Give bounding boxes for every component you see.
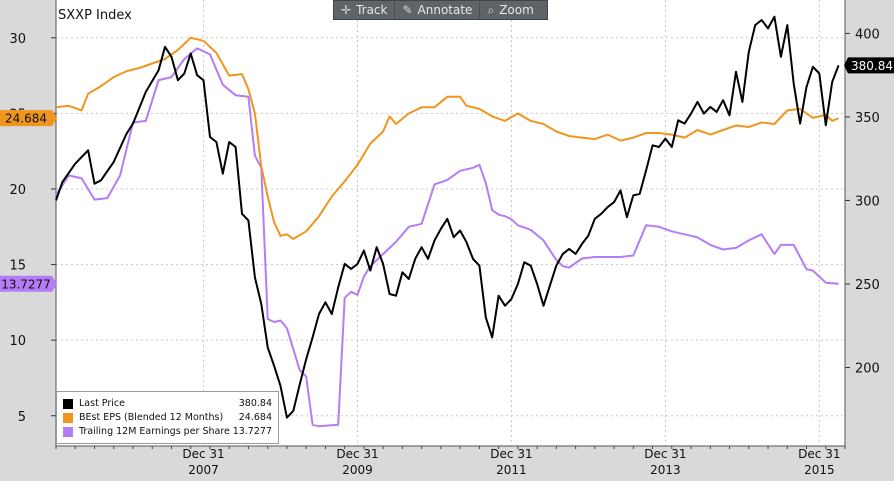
legend-value: 13.7277 <box>232 426 272 437</box>
annotate-label: Annotate <box>417 3 473 17</box>
left-axis-tick-label: 30 <box>9 32 26 47</box>
x-axis-year-label: 2007 <box>188 463 219 477</box>
zoom-label: Zoom <box>499 3 534 17</box>
magnifier-icon: ⌕ <box>487 2 495 17</box>
crosshair-icon: ✛ <box>341 3 352 17</box>
x-axis-tick-label: Dec 31 <box>490 447 532 461</box>
best-eps-line <box>55 36 839 240</box>
legend-value: 24.684 <box>238 412 272 423</box>
right-axis-tick-label: 300 <box>855 194 880 209</box>
right-axis-tick-label: 400 <box>855 27 880 42</box>
x-axis-tick-label: Dec 31 <box>644 447 686 461</box>
last-price-tag <box>844 57 894 74</box>
chart-legend: Last Price 380.84 BEst EPS (Blended 12 M… <box>56 391 279 444</box>
x-axis-year-label: 2013 <box>650 463 681 477</box>
legend-label: BEst EPS (Blended 12 Months) <box>79 412 224 423</box>
trailing-eps-tag-label: 13.7277 <box>1 277 51 291</box>
right-axis-tick-label: 200 <box>855 361 880 376</box>
track-button[interactable]: ✛ Track <box>334 1 394 19</box>
legend-item-trailing-eps[interactable]: Trailing 12M Earnings per Share 13.7277 <box>63 426 272 437</box>
last-price-line <box>55 15 840 419</box>
x-axis-year-label: 2015 <box>804 463 835 477</box>
trailing-eps-tag <box>0 275 57 292</box>
zoom-button[interactable]: ⌕ Zoom <box>479 1 540 19</box>
x-axis-tick-label: Dec 31 <box>798 447 840 461</box>
x-axis-year-label: 2009 <box>342 463 373 477</box>
legend-swatch-trailing-eps <box>63 426 73 437</box>
legend-label: Trailing 12M Earnings per Share <box>79 426 230 437</box>
legend-label: Last Price <box>79 398 125 409</box>
left-axis-panel <box>0 0 56 481</box>
track-label: Track <box>356 3 388 17</box>
best-eps-tag <box>0 110 57 127</box>
right-axis-tick-label: 250 <box>855 278 880 293</box>
x-axis-panel <box>0 446 894 481</box>
annotate-button[interactable]: ✎ Annotate <box>394 1 479 19</box>
chart-title: SXXP Index <box>58 8 132 23</box>
last-price-tag-label: 380.84 <box>851 59 893 73</box>
chart-toolbar: ✛ Track ✎ Annotate ⌕ Zoom <box>333 0 548 20</box>
legend-swatch-last-price <box>63 398 73 409</box>
x-axis-tick-label: Dec 31 <box>182 447 224 461</box>
right-axis-panel <box>845 0 894 481</box>
x-axis-year-label: 2011 <box>496 463 527 477</box>
trailing-eps-line <box>55 47 839 428</box>
legend-value: 380.84 <box>238 398 272 409</box>
best-eps-tag-label: 24.684 <box>5 112 47 126</box>
x-axis-tick-label: Dec 31 <box>336 447 378 461</box>
legend-item-best-eps[interactable]: BEst EPS (Blended 12 Months) 24.684 <box>63 412 272 423</box>
legend-item-last-price[interactable]: Last Price 380.84 <box>63 398 272 409</box>
legend-swatch-best-eps <box>63 412 73 423</box>
pencil-icon: ✎ <box>402 3 413 17</box>
left-axis-tick-label: 20 <box>9 183 26 198</box>
left-axis-tick-label: 15 <box>9 259 26 274</box>
right-axis-tick-label: 350 <box>855 111 880 126</box>
left-axis-tick-label: 10 <box>9 334 26 349</box>
left-axis-tick-label: 5 <box>18 410 26 425</box>
